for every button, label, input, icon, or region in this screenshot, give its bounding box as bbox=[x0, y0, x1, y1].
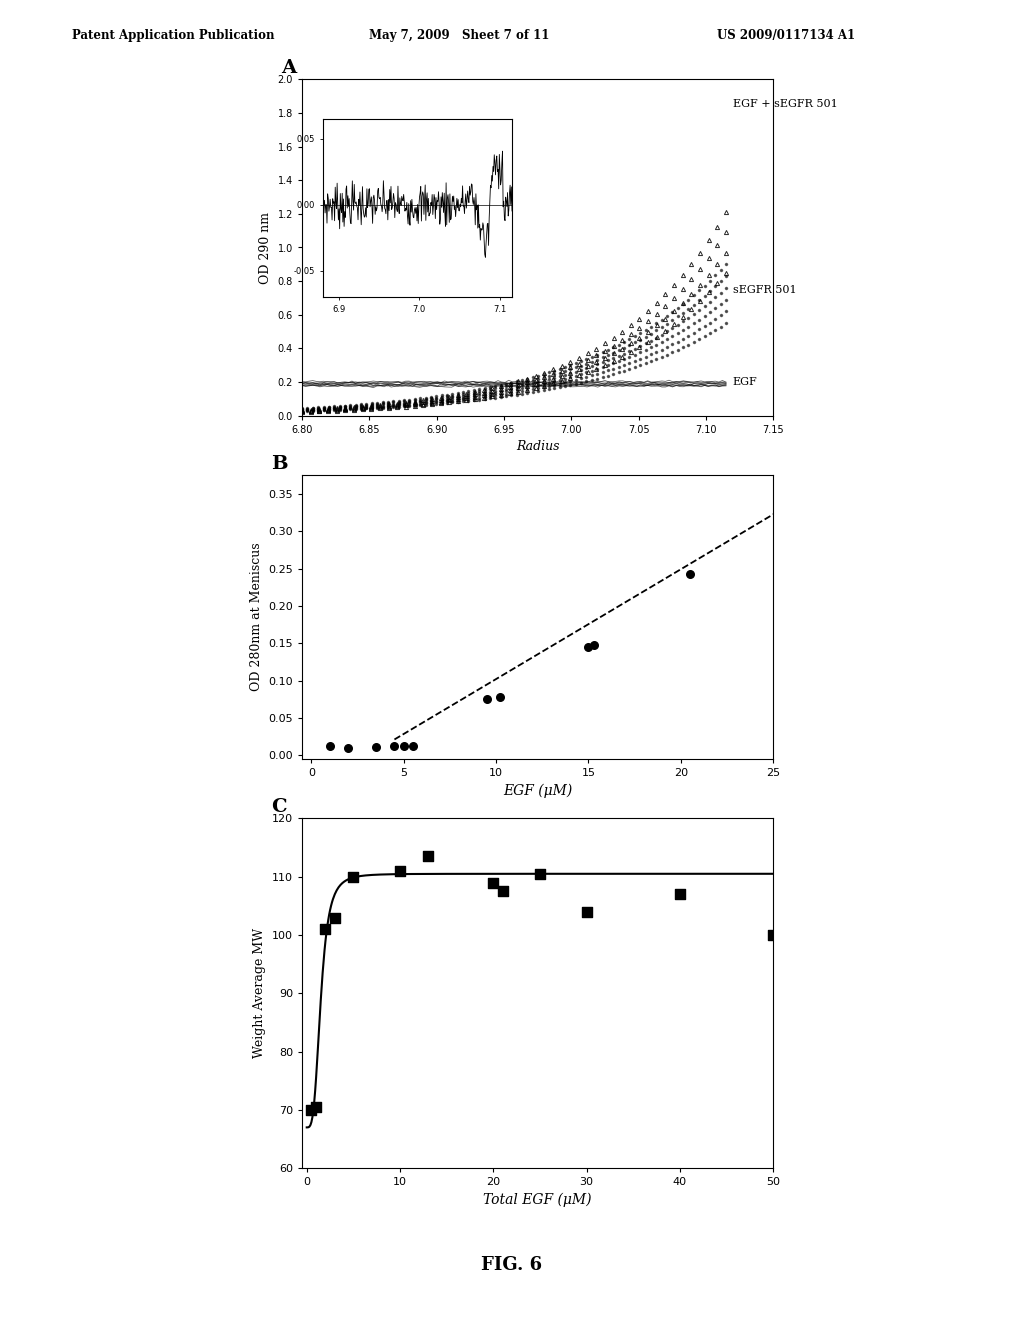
Point bbox=[322, 735, 338, 756]
Point bbox=[420, 846, 436, 867]
Point bbox=[581, 636, 597, 657]
Text: sEGFR 501: sEGFR 501 bbox=[733, 285, 797, 294]
Text: A: A bbox=[282, 58, 297, 77]
Point bbox=[682, 564, 698, 585]
Point bbox=[579, 902, 595, 923]
Text: FIG. 6: FIG. 6 bbox=[481, 1255, 543, 1274]
Point bbox=[485, 873, 502, 894]
Point bbox=[586, 634, 602, 655]
Point bbox=[672, 883, 688, 904]
Point bbox=[495, 880, 511, 902]
Point bbox=[317, 919, 334, 940]
Text: C: C bbox=[271, 797, 287, 816]
Text: May 7, 2009   Sheet 7 of 11: May 7, 2009 Sheet 7 of 11 bbox=[369, 29, 549, 42]
Point bbox=[765, 924, 781, 945]
Y-axis label: Weight Average MW: Weight Average MW bbox=[253, 928, 266, 1059]
Point bbox=[386, 735, 402, 756]
Point bbox=[345, 866, 361, 887]
Y-axis label: OD 280nm at Meniscus: OD 280nm at Meniscus bbox=[250, 543, 263, 692]
Point bbox=[392, 861, 409, 882]
Point bbox=[531, 863, 548, 884]
X-axis label: Total EGF (μM): Total EGF (μM) bbox=[483, 1193, 592, 1208]
Point bbox=[774, 495, 791, 516]
Point bbox=[340, 738, 356, 759]
Text: B: B bbox=[271, 454, 288, 473]
X-axis label: Radius: Radius bbox=[516, 441, 559, 453]
Point bbox=[478, 689, 495, 710]
Text: EGF + sEGFR 501: EGF + sEGFR 501 bbox=[733, 99, 838, 110]
Text: EGF: EGF bbox=[733, 378, 758, 387]
Point bbox=[308, 1097, 325, 1118]
Y-axis label: OD 290 nm: OD 290 nm bbox=[259, 211, 272, 284]
Point bbox=[368, 737, 384, 758]
Point bbox=[395, 735, 412, 756]
Point bbox=[327, 907, 343, 928]
Point bbox=[303, 1100, 319, 1121]
Text: Patent Application Publication: Patent Application Publication bbox=[72, 29, 274, 42]
X-axis label: EGF (μM): EGF (μM) bbox=[503, 784, 572, 799]
Point bbox=[492, 686, 508, 708]
Text: US 2009/0117134 A1: US 2009/0117134 A1 bbox=[717, 29, 855, 42]
Point bbox=[404, 735, 421, 756]
